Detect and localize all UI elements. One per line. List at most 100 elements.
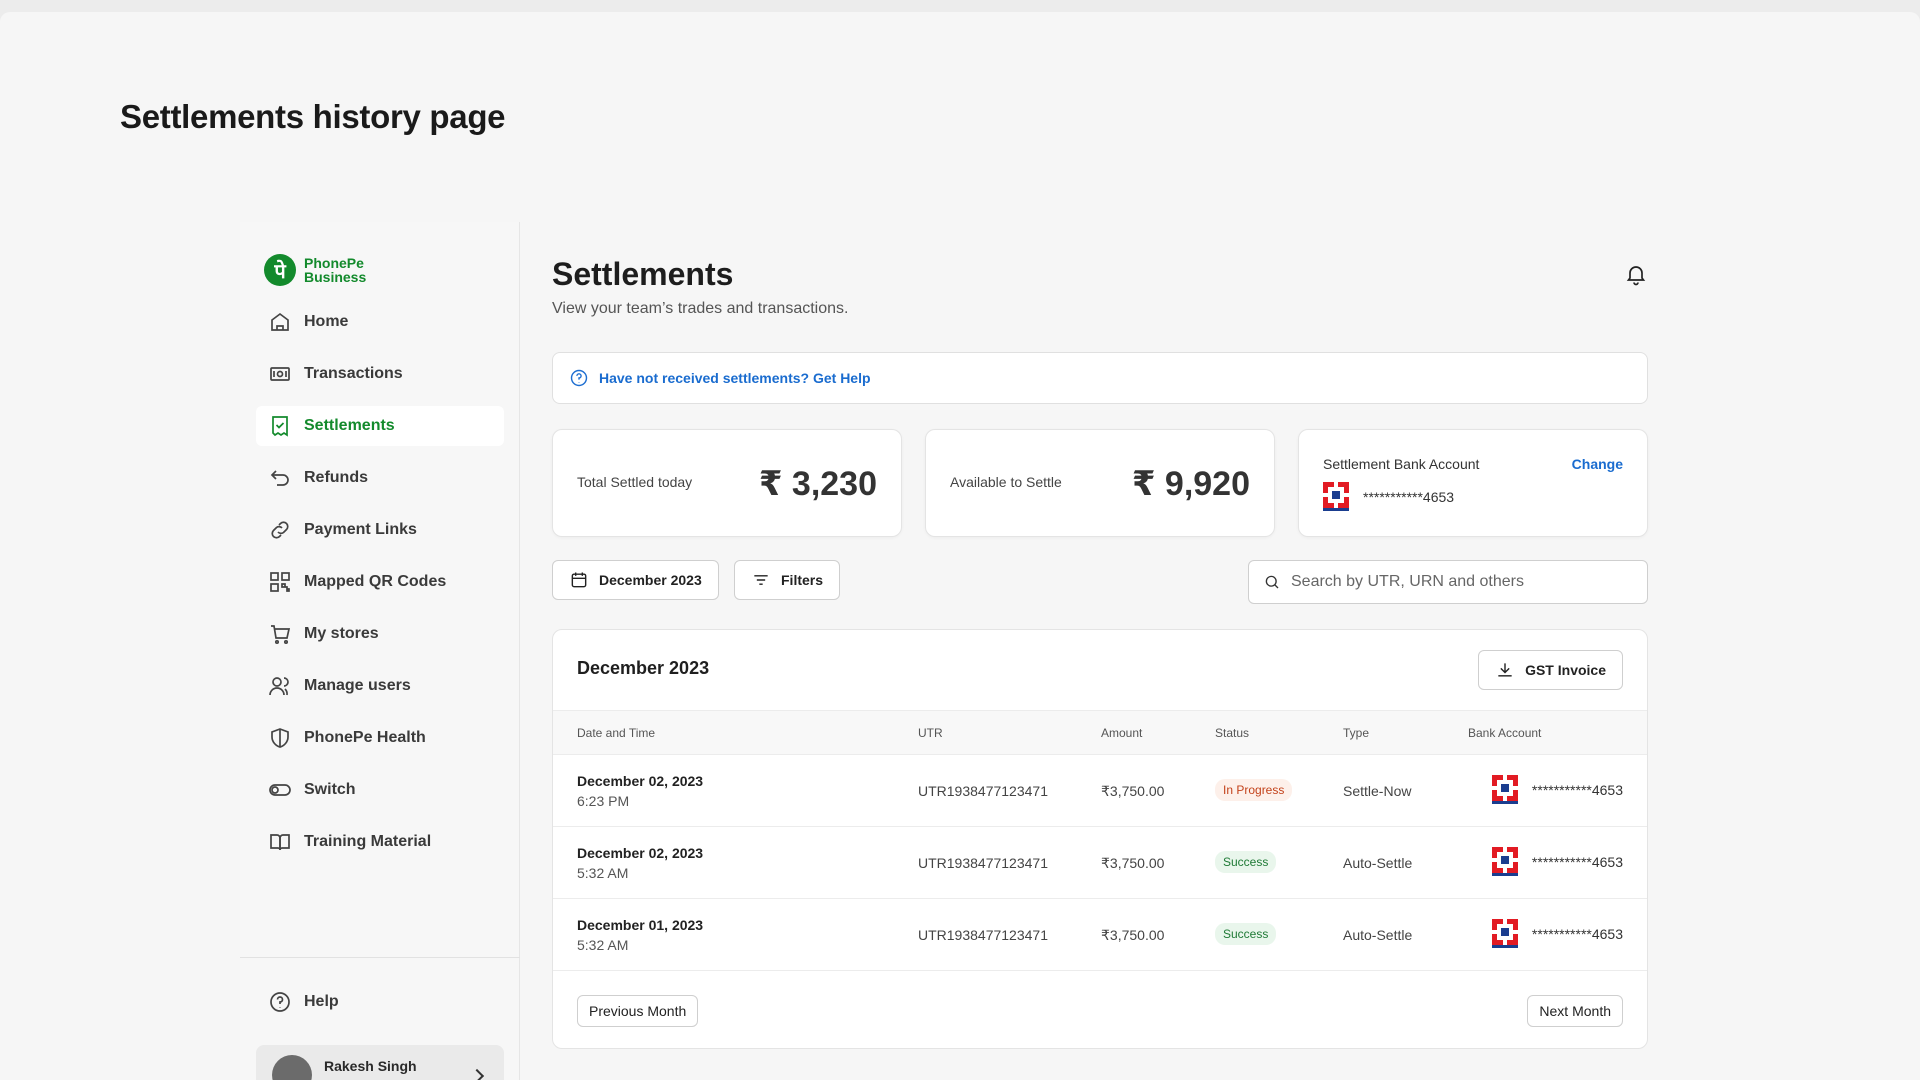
row-utr: UTR1938477123471	[918, 783, 1048, 799]
sidebar-item-label: Mapped QR Codes	[304, 573, 447, 590]
transactions-icon	[270, 367, 290, 381]
sidebar-item-transactions[interactable]: Transactions	[256, 354, 504, 394]
hdfc-bank-logo-icon	[1491, 775, 1518, 805]
table-title: December 2023	[577, 658, 710, 678]
sidebar-item-label: Refunds	[304, 469, 368, 486]
sidebar-item-switch[interactable]: Switch	[256, 770, 504, 810]
toggle-icon	[269, 784, 291, 796]
sidebar-item-label: PhonePe Health	[304, 729, 426, 746]
row-type: Auto-Settle	[1343, 927, 1413, 943]
brand-line-1: PhonePe	[304, 255, 364, 271]
calendar-icon	[571, 572, 587, 588]
page-canvas: Settlements history page पे PhonePe Busi…	[0, 12, 1920, 1080]
page-heading: Settlements history page	[120, 98, 506, 135]
bank-account-row: ***********4653	[1323, 482, 1454, 512]
book-icon	[270, 834, 290, 851]
bank-account-number: ***********4653	[1363, 489, 1455, 505]
download-icon	[1498, 663, 1512, 677]
row-bank-number: ***********4653	[1531, 782, 1623, 798]
row-bank-number: ***********4653	[1531, 926, 1623, 942]
sidebar-item-phonepe-health[interactable]: PhonePe Health	[256, 718, 504, 758]
phonepe-logo-icon: पे	[264, 254, 296, 286]
sidebar-item-label: Settlements	[304, 417, 395, 434]
month-picker-button[interactable]: December 2023	[552, 560, 719, 600]
sidebar-item-label: Help	[304, 993, 339, 1010]
row-date: December 01, 2023	[577, 917, 704, 933]
bell-icon	[1626, 266, 1646, 286]
question-circle-icon	[570, 369, 588, 387]
sidebar-item-payment-links[interactable]: Payment Links	[256, 510, 504, 550]
sidebar-divider	[240, 957, 520, 958]
sidebar-item-training-material[interactable]: Training Material	[256, 822, 504, 862]
hdfc-bank-logo-icon	[1491, 847, 1518, 877]
table-row[interactable]: December 02, 2023 5:32 AM UTR19384771234…	[553, 827, 1647, 899]
page-title: Settlements	[552, 256, 734, 292]
month-picker-label: December 2023	[599, 572, 702, 588]
filter-icon	[754, 575, 768, 585]
brand-name: PhonePe Business	[304, 256, 366, 284]
status-badge: Success	[1215, 923, 1277, 945]
row-amount: ₹3,750.00	[1101, 783, 1165, 799]
sidebar-item-manage-users[interactable]: Manage users	[256, 666, 504, 706]
notifications-button[interactable]	[1624, 262, 1648, 286]
sidebar-item-label: Manage users	[304, 677, 411, 694]
sidebar-item-my-stores[interactable]: My stores	[256, 614, 504, 654]
total-settled-label: Total Settled today	[577, 474, 693, 490]
filters-label: Filters	[781, 572, 824, 588]
table-row[interactable]: December 02, 2023 6:23 PM UTR19384771234…	[553, 755, 1647, 827]
row-date: December 02, 2023	[577, 773, 704, 789]
hdfc-bank-logo-icon	[1491, 919, 1518, 949]
search-input[interactable]	[1291, 573, 1631, 591]
link-icon	[271, 521, 289, 539]
row-time: 5:32 AM	[577, 937, 629, 953]
row-date: December 02, 2023	[577, 845, 704, 861]
shield-icon	[271, 728, 289, 748]
total-settled-card: Total Settled today ₹ 3,230	[552, 429, 902, 537]
user-profile-card[interactable]: Rakesh Singh Finance Manager	[256, 1045, 504, 1080]
sidebar-item-refunds[interactable]: Refunds	[256, 458, 504, 498]
sidebar-item-help[interactable]: Help	[256, 982, 504, 1022]
row-amount: ₹3,750.00	[1101, 855, 1165, 871]
row-type: Settle-Now	[1343, 783, 1412, 799]
help-icon	[270, 992, 290, 1012]
home-icon	[271, 312, 289, 331]
available-to-settle-card: Available to Settle ₹ 9,920	[925, 429, 1275, 537]
settlement-bank-card: Settlement Bank Account Change *********…	[1298, 429, 1648, 537]
sidebar-item-mapped-qr-codes[interactable]: Mapped QR Codes	[256, 562, 504, 602]
row-bank-account: ***********4653	[1491, 847, 1623, 877]
row-time: 6:23 PM	[577, 793, 630, 809]
table-row[interactable]: December 01, 2023 5:32 AM UTR19384771234…	[553, 899, 1647, 971]
sidebar-item-label: Training Material	[304, 833, 432, 850]
get-help-link[interactable]: Have not received settlements? Get Help	[599, 370, 871, 386]
sidebar-item-label: Payment Links	[304, 521, 417, 538]
column-header-bank-account: Bank Account	[1468, 726, 1542, 740]
sidebar-item-home[interactable]: Home	[256, 302, 504, 342]
help-banner[interactable]: Have not received settlements? Get Help	[552, 352, 1648, 404]
available-to-settle-value: ₹ 9,920	[1131, 465, 1250, 503]
qr-code-icon	[270, 572, 290, 592]
column-header-date: Date and Time	[577, 726, 656, 740]
row-datetime: December 02, 2023 6:23 PM	[577, 773, 703, 809]
next-month-button[interactable]: Next Month	[1527, 995, 1623, 1027]
row-bank-number: ***********4653	[1531, 854, 1623, 870]
row-amount: ₹3,750.00	[1101, 927, 1165, 943]
total-settled-value: ₹ 3,230	[758, 465, 877, 503]
brand-logo[interactable]: पे PhonePe Business	[264, 254, 366, 286]
column-header-utr: UTR	[918, 726, 943, 740]
row-datetime: December 02, 2023 5:32 AM	[577, 845, 703, 881]
user-role: Finance Manager	[324, 1078, 425, 1080]
search-box[interactable]	[1248, 560, 1648, 604]
filters-button[interactable]: Filters	[734, 560, 841, 600]
page-subtitle: View your team’s trades and transactions…	[552, 300, 849, 317]
previous-month-button[interactable]: Previous Month	[577, 995, 699, 1027]
change-bank-button[interactable]: Change	[1571, 456, 1623, 472]
sidebar: पे PhonePe Business Home Transactions S	[240, 222, 520, 1080]
sidebar-item-label: Home	[304, 313, 349, 330]
users-icon	[269, 677, 289, 696]
status-badge: Success	[1215, 851, 1277, 873]
sidebar-item-settlements[interactable]: Settlements	[256, 406, 504, 446]
row-time: 5:32 AM	[577, 865, 629, 881]
sidebar-item-label: My stores	[304, 625, 379, 642]
gst-invoice-label: GST Invoice	[1525, 662, 1606, 678]
gst-invoice-button[interactable]: GST Invoice	[1478, 650, 1623, 690]
